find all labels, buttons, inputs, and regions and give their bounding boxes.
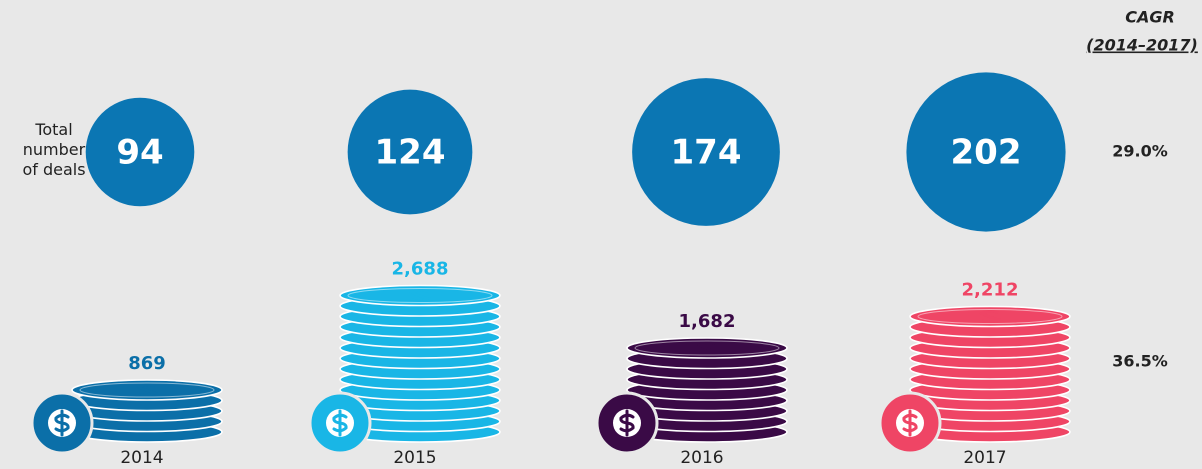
- value-label: 869: [128, 353, 166, 374]
- cagr-value: 29.0%: [1112, 142, 1168, 161]
- bubble-label: 94: [116, 133, 163, 173]
- coin-stack: [71, 379, 223, 443]
- coin-stack: [339, 284, 501, 443]
- coin-symbol: [696, 341, 719, 355]
- series-label: Total number of deals: [22, 120, 86, 179]
- coin-symbol: [979, 309, 1002, 324]
- badge-symbol: [54, 409, 70, 437]
- bubble: [906, 72, 1066, 232]
- coin-face: [634, 340, 780, 356]
- badge-symbol: [619, 409, 635, 437]
- value-label: 1,682: [679, 311, 736, 332]
- badge-symbol: [902, 409, 918, 437]
- coin-symbol: [136, 383, 159, 397]
- badge-symbol: [332, 409, 348, 437]
- cagr-value: 36.5%: [1112, 352, 1168, 371]
- x-tick-label: 2017: [963, 448, 1006, 468]
- coin-face: [347, 288, 493, 303]
- bubble: [347, 89, 473, 215]
- bubble-label: 124: [375, 133, 446, 173]
- bubble: [632, 78, 780, 226]
- x-tick-label: 2015: [393, 448, 436, 468]
- coin-face: [917, 309, 1063, 324]
- x-tick-label: 2014: [120, 448, 163, 468]
- x-tick-label: 2016: [680, 448, 723, 468]
- value-label: 2,212: [962, 280, 1019, 301]
- bubble-label: 174: [671, 133, 742, 173]
- cagr-period: (2014–2017): [1086, 36, 1198, 55]
- coin-symbol: [409, 288, 432, 303]
- value-label: 2,688: [392, 259, 449, 280]
- coin-face: [79, 382, 215, 398]
- bubble: [85, 97, 195, 207]
- coin-stack: [626, 337, 788, 443]
- cagr-title: CAGR: [1125, 8, 1175, 27]
- coin-stack: [909, 305, 1071, 443]
- bubble-label: 202: [951, 133, 1022, 173]
